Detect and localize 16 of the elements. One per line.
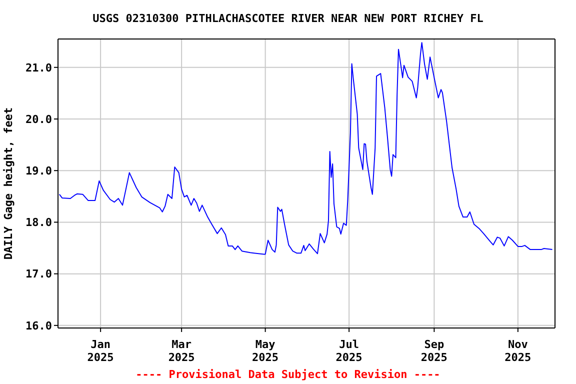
line-series: [58, 42, 553, 255]
y-tick-label: 19.0: [26, 164, 52, 178]
y-tick-label: 21.0: [26, 61, 52, 74]
chart-title: USGS 02310300 PITHLACHASCOTEE RIVER NEAR NEW PORT RICHEY FL: [92, 12, 484, 25]
x-tick-label: Jan 2025: [87, 338, 114, 364]
x-tick-label: Jul 2025: [336, 338, 362, 364]
x-tick-label: May 2025: [252, 338, 279, 364]
x-tick-label: Nov 2025: [504, 338, 532, 364]
y-tick-label: 20.0: [26, 112, 52, 126]
x-tick-label: Sep 2025: [420, 338, 448, 364]
y-axis-title: DAILY Gage height, feet: [2, 107, 15, 260]
y-tick-label: 17.0: [26, 268, 52, 281]
y-tick-label: 16.0: [26, 319, 52, 332]
y-tick-label: 18.0: [26, 216, 52, 230]
text: ---- Provisional Data Subject to Revision ----: [134, 368, 442, 381]
x-tick-label: Mar 2025: [168, 338, 195, 364]
